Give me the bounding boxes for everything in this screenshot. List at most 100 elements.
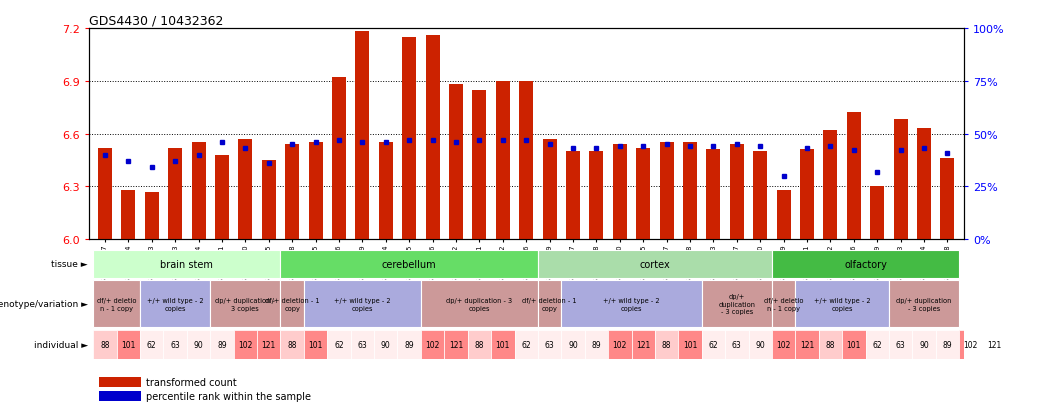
Bar [210,330,233,359]
Bar [140,281,210,328]
Bar [374,330,397,359]
Bar [729,145,744,240]
Text: 63: 63 [357,340,367,349]
Text: dp/+ duplication -
3 copies: dp/+ duplication - 3 copies [216,297,275,311]
Bar [491,330,515,359]
Text: +/+ wild type - 2
copies: +/+ wild type - 2 copies [814,297,870,311]
Bar [304,330,327,359]
Bar [772,281,795,328]
Bar [93,250,280,278]
Bar [842,330,866,359]
Bar [609,330,631,359]
Text: 102: 102 [776,340,791,349]
Bar [894,120,908,240]
Bar [590,152,603,240]
Text: dp/+ duplication - 3
copies: dp/+ duplication - 3 copies [446,297,513,311]
Text: df/+ deletion - 1
copy: df/+ deletion - 1 copy [265,297,320,311]
Bar [187,330,210,359]
Text: 89: 89 [592,340,601,349]
Text: 89: 89 [943,340,952,349]
Text: 88: 88 [100,340,109,349]
Bar [262,161,276,240]
Text: 62: 62 [872,340,883,349]
Bar [215,155,229,240]
Text: olfactory: olfactory [844,259,887,269]
Bar [701,330,725,359]
Bar [99,391,141,401]
Bar [585,330,609,359]
Bar [847,113,861,240]
Text: 102: 102 [613,340,627,349]
Bar [192,143,205,240]
Bar [725,330,748,359]
Bar [519,81,534,240]
Bar [936,330,960,359]
Bar [140,330,164,359]
Bar [280,250,538,278]
Text: 88: 88 [662,340,671,349]
Bar [637,148,650,240]
Bar [425,36,440,240]
Bar [117,330,140,359]
Text: tissue ►: tissue ► [51,259,89,268]
Bar [327,330,351,359]
Text: 102: 102 [964,340,978,349]
Bar [257,330,280,359]
Text: 63: 63 [170,340,180,349]
Bar [468,330,491,359]
Text: +/+ wild type - 2
copies: +/+ wild type - 2 copies [147,297,203,311]
Bar [870,187,885,240]
Text: 90: 90 [194,340,203,349]
Bar [683,143,697,240]
Bar [210,281,280,328]
Text: 90: 90 [755,340,765,349]
Bar [121,190,135,240]
Text: +/+ wild type - 2
copies: +/+ wild type - 2 copies [603,297,660,311]
Text: cortex: cortex [640,259,670,269]
Bar [538,330,562,359]
Text: 88: 88 [825,340,836,349]
Text: GDS4430 / 10432362: GDS4430 / 10432362 [89,15,223,28]
Text: 101: 101 [308,340,323,349]
Text: 101: 101 [847,340,861,349]
Bar [613,145,627,240]
Text: 90: 90 [568,340,578,349]
Text: +/+ wild type - 2
copies: +/+ wild type - 2 copies [334,297,391,311]
Bar [562,330,585,359]
Bar [93,281,140,328]
Text: 89: 89 [404,340,414,349]
Text: percentile rank within the sample: percentile rank within the sample [146,392,311,401]
Text: 63: 63 [545,340,554,349]
Bar [776,190,791,240]
Bar [93,330,117,359]
Text: 101: 101 [121,340,135,349]
Text: 121: 121 [800,340,814,349]
Bar [678,330,701,359]
Bar [472,90,487,240]
Bar [239,140,252,240]
Text: 62: 62 [521,340,531,349]
Bar [444,330,468,359]
Text: 90: 90 [919,340,928,349]
Bar [660,143,673,240]
Bar [421,330,444,359]
Text: transformed count: transformed count [146,377,237,387]
Bar [515,330,538,359]
Text: 101: 101 [683,340,697,349]
Bar [913,330,936,359]
Text: brain stem: brain stem [160,259,214,269]
Bar [145,192,158,240]
Text: genotype/variation ►: genotype/variation ► [0,299,89,309]
Bar [543,140,556,240]
Text: 121: 121 [449,340,463,349]
Bar [280,281,304,328]
Text: individual ►: individual ► [34,340,89,349]
Text: 102: 102 [239,340,252,349]
Bar [823,131,838,240]
Bar [421,281,538,328]
Bar [753,152,767,240]
Bar [866,330,889,359]
Bar [397,330,421,359]
Bar [99,377,141,387]
Bar [332,78,346,240]
